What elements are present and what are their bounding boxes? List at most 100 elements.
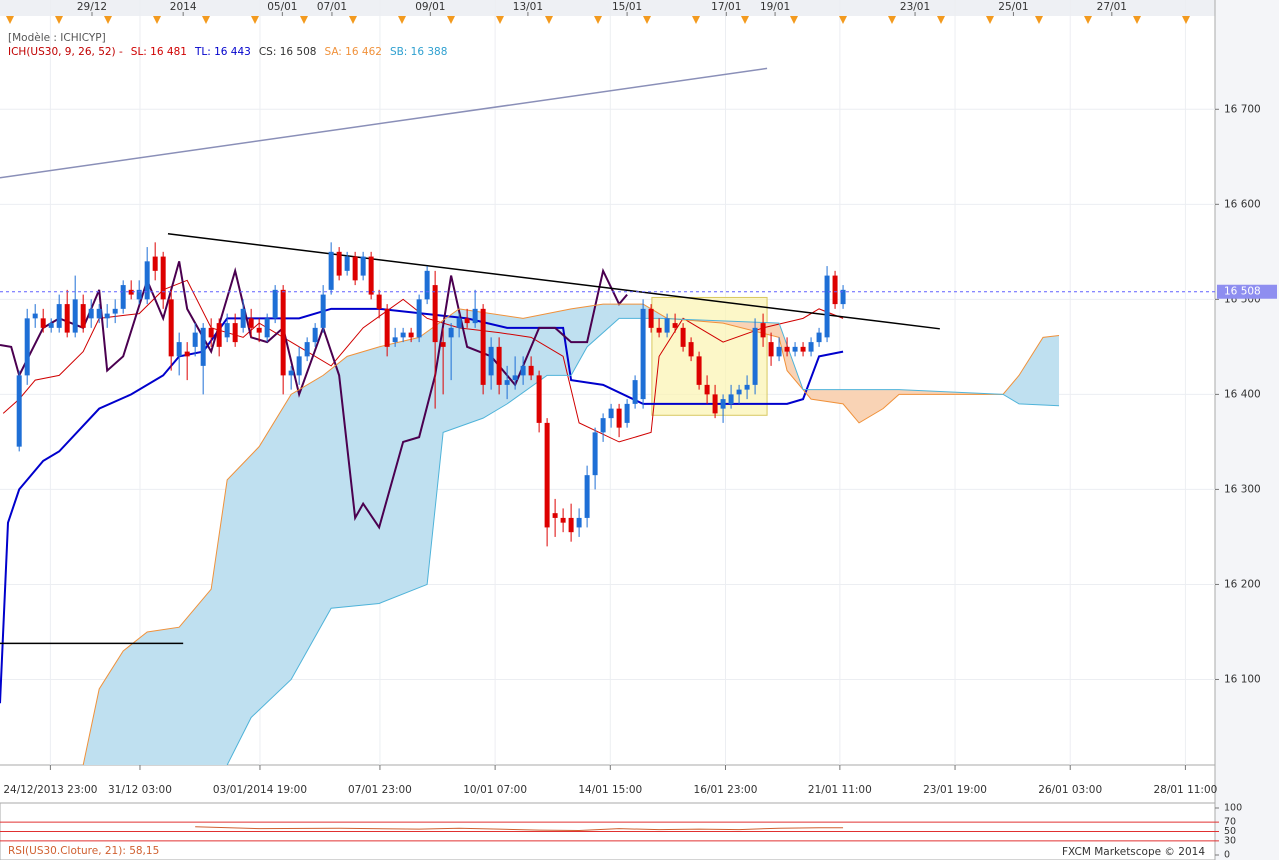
event-marker [1084,16,1092,24]
legend-entry: CS: 16 508 [259,46,317,58]
candle-body [512,375,518,381]
right-axis-band [1215,0,1279,860]
top-tick-label: 15/01 [612,1,642,13]
candle-body [640,308,646,400]
event-marker [496,16,504,24]
drawn-line [167,233,940,330]
x-tick-label: 16/01 23:00 [694,784,758,796]
x-tick-label: 03/01/2014 19:00 [213,784,307,796]
candle-body [816,332,822,343]
candle-body [504,380,510,385]
x-tick-label: 23/01 19:00 [923,784,987,796]
candle-body [720,399,726,409]
indicator-line [0,307,844,704]
candle-body [480,308,486,385]
top-tick-label: 09/01 [415,1,445,13]
candle-body [64,304,70,333]
y-tick-label: 16 300 [1224,483,1261,495]
candle-body [680,327,686,347]
candle-body [144,261,150,300]
candle-body [432,285,438,343]
event-marker [300,16,308,24]
top-tick-label: 2014 [170,1,197,13]
candle-body [592,432,598,476]
candle-body [472,308,478,324]
candle-body [120,285,126,309]
event-marker [937,16,945,24]
candle-body [424,270,430,300]
candle-body [304,342,310,357]
legend-entry: SL: 16 481 [131,46,187,58]
rsi-tick-label: 0 [1224,850,1230,860]
event-marker [153,16,161,24]
x-tick-label: 10/01 07:00 [463,784,527,796]
candle-body [400,332,406,338]
candle-body [712,394,718,414]
candle-body [240,308,246,328]
candle-body [800,346,806,352]
cloud [1001,335,1060,406]
candle-body [488,346,494,376]
rsi-label: RSI(US30.Cloture, 21): 58,15 [8,845,159,857]
candle-body [576,517,582,528]
candle-body [648,308,654,328]
rsi-tick-label: 30 [1224,835,1236,846]
candle-body [728,394,734,404]
candle-body [200,327,206,366]
candle-body [832,275,838,305]
candle-body [344,256,350,271]
legend-entry: SA: 16 462 [324,46,381,58]
candle-body [104,313,110,319]
legend-entry: ICH(US30, 9, 26, 52) - [8,46,123,58]
top-tick-label: 27/01 [1097,1,1127,13]
candle-body [112,308,118,314]
highlight-box [651,296,768,416]
candle-body [464,318,470,324]
top-axis-band [0,0,1215,16]
candle-body [528,365,534,376]
cloud [83,304,674,765]
candle-body [624,403,630,423]
candle-body [456,318,462,328]
event-marker [741,16,749,24]
event-marker [692,16,700,24]
candle-body [784,346,790,352]
candle-body [688,342,694,357]
candle-body [248,318,254,328]
candle-body [824,275,830,338]
candle-body [608,408,614,419]
candle-body [584,475,590,518]
candle-body [160,256,166,300]
event-marker [1133,16,1141,24]
candle-body [792,346,798,352]
candle-body [184,351,190,357]
candle-body [664,318,670,333]
candle-body [496,346,502,385]
y-tick-label: 16 600 [1224,198,1261,210]
event-marker [790,16,798,24]
candle-body [192,332,198,347]
candle-body [128,289,134,295]
candle-body [168,299,174,357]
candle-body [336,251,342,276]
candle-body [808,342,814,352]
top-tick-label: 07/01 [317,1,347,13]
y-tick-label: 16 700 [1224,103,1261,115]
candle-body [560,517,566,523]
rsi-tick-label: 100 [1224,803,1242,814]
candle-body [288,370,294,376]
event-marker [398,16,406,24]
footer: FXCM Marketscope © 2014 [1062,846,1205,858]
x-tick-label: 31/12 03:00 [108,784,172,796]
candle-body [568,517,574,533]
candle-body [40,318,46,328]
candle-body [376,294,382,309]
candle-body [48,323,54,328]
candle-body [704,384,710,395]
candle-body [672,323,678,328]
x-tick-label: 28/01 11:00 [1153,784,1217,796]
event-marker [643,16,651,24]
event-marker [839,16,847,24]
event-marker [1182,16,1190,24]
